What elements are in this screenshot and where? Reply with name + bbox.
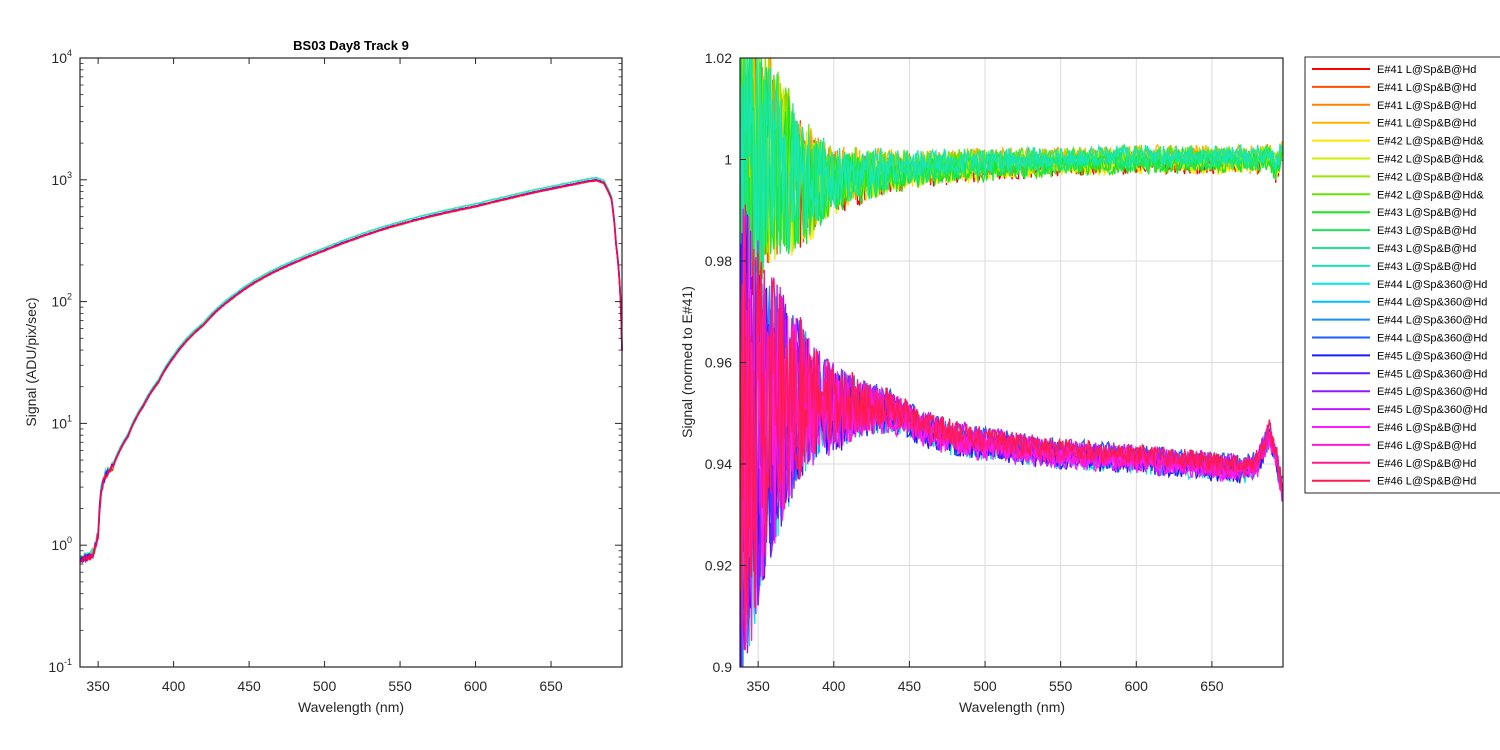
axes-box [739,57,1284,668]
y-tick-group: 10-1 100 101 102 103 104 [48,48,622,675]
legend-label: E#42 L@Sp&B@Hd& [1377,154,1484,166]
legend-label: E#42 L@Sp&B@Hd& [1377,136,1484,148]
x-tick-group: 350 400 450 500 550 600 650 [86,58,563,694]
legend-box [1304,56,1500,494]
y-tick-label: 0.94 [705,456,732,472]
curves-group [79,176,623,564]
x-tick-label: 500 [973,678,997,694]
y-tick-label: 0.98 [705,253,732,269]
x-axis-label: Wavelength (nm) [298,699,404,715]
chart-signal-log: BS03 Day8 Track 9 350 400 450 500 550 600 650 … [23,38,623,715]
y-tick-label: 101 [51,413,72,431]
legend-label: E#41 L@Sp&B@Hd [1377,100,1476,112]
series-line [740,248,1283,651]
x-tick-label: 600 [464,678,488,694]
y-tick-label: 0.92 [705,558,732,574]
legend-label: E#45 L@Sp&360@Hd [1377,350,1487,362]
x-tick-label: 350 [746,678,770,694]
legend-label: E#45 L@Sp&360@Hd [1377,368,1487,380]
legend-label: E#46 L@Sp&B@Hd [1377,458,1476,470]
x-tick-label: 400 [822,678,846,694]
x-tick-label: 550 [388,678,412,694]
chart-signal-normed: 350 400 450 500 550 600 650 0.90.920.940.960.9… [679,50,1284,715]
legend-label: E#43 L@Sp&B@Hd [1377,207,1476,219]
chart-title: BS03 Day8 Track 9 [293,38,409,53]
series-line [740,204,1283,615]
legend-label: E#44 L@Sp&360@Hd [1377,315,1487,327]
y-tick-label: 0.9 [713,659,733,675]
series-line [740,58,1283,273]
x-tick-label: 550 [1049,678,1073,694]
legend-label: E#43 L@Sp&B@Hd [1377,243,1476,255]
legend-label: E#41 L@Sp&B@Hd [1377,82,1476,94]
x-tick-label: 500 [313,678,337,694]
y-tick-label: 103 [51,170,72,188]
x-tick-label: 600 [1125,678,1149,694]
series-line [79,176,623,563]
legend-label: E#44 L@Sp&360@Hd [1377,297,1487,309]
curves-group [740,58,1283,667]
y-tick-label: 102 [51,292,72,310]
y-tick-label: 1.02 [705,50,732,66]
x-tick-label: 650 [539,678,563,694]
legend-label: E#46 L@Sp&B@Hd [1377,440,1476,452]
legend-items: E#41 L@Sp&B@Hd E#41 L@Sp&B@Hd E#41 L@Sp&B@… [1312,64,1487,488]
legend-label: E#44 L@Sp&360@Hd [1377,333,1487,345]
x-tick-label: 400 [162,678,186,694]
y-tick-group: 0.9 0.92 0.94 0.96 0.98 1 1.02 [705,50,746,675]
y-axis-label: Signal (ADU/pix/sec) [23,297,39,426]
legend-label: E#46 L@Sp&B@Hd [1377,476,1476,488]
x-tick-label: 650 [1200,678,1224,694]
y-tick-label: 1 [724,152,732,168]
axes-background [80,58,622,667]
series-line [79,179,623,564]
legend-label: E#42 L@Sp&B@Hd& [1377,189,1484,201]
legend-label: E#43 L@Sp&B@Hd [1377,225,1476,237]
legend-label: E#41 L@Sp&B@Hd [1377,118,1476,130]
x-axis-label: Wavelength (nm) [959,699,1065,715]
y-axis-label: Signal (normed to E#41) [679,286,695,438]
legend: E#41 L@Sp&B@Hd E#41 L@Sp&B@Hd E#41 L@Sp&B@… [1304,56,1500,494]
x-tick-label: 450 [898,678,922,694]
legend-label: E#44 L@Sp&360@Hd [1377,279,1487,291]
x-tick-group: 350 400 450 500 550 600 650 [746,661,1224,694]
y-tick-label: 100 [51,535,72,553]
legend-label: E#45 L@Sp&360@Hd [1377,404,1487,416]
axes-box [79,57,623,668]
x-tick-label: 450 [237,678,261,694]
y-tick-label: 0.96 [705,355,732,371]
y-tick-label: 104 [51,48,72,66]
x-tick-label: 350 [86,678,110,694]
y-tick-label: 10-1 [48,657,72,675]
legend-label: E#42 L@Sp&B@Hd& [1377,171,1484,183]
legend-label: E#43 L@Sp&B@Hd [1377,261,1476,273]
legend-label: E#46 L@Sp&B@Hd [1377,422,1476,434]
legend-label: E#45 L@Sp&360@Hd [1377,386,1487,398]
legend-label: E#41 L@Sp&B@Hd [1377,64,1476,76]
